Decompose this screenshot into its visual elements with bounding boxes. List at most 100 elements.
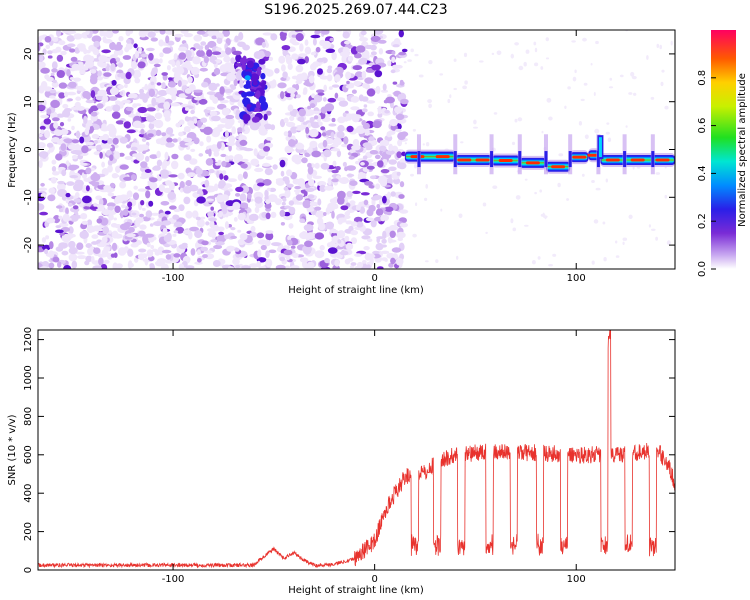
noise-blob [96,204,105,212]
signal-peak [551,165,566,169]
faint-blob [534,191,537,195]
noise-blob [46,217,56,224]
noise-blob [239,79,244,89]
noise-blob [60,143,67,152]
noise-blob [70,106,78,111]
noise-blob [256,232,265,239]
noise-blob [183,196,191,205]
noise-blob [201,68,207,72]
noise-blob [166,137,173,143]
noise-blob [90,111,98,117]
noise-blob [356,221,364,228]
noise-blob [273,198,283,204]
noise-blob [363,199,369,206]
noise-blob [394,106,403,114]
noise-blob [280,33,287,41]
noise-blob [308,178,315,187]
noise-blob [387,60,392,67]
noise-blob [238,32,244,41]
faint-blob [655,172,661,175]
noise-blob [165,254,172,260]
noise-blob [363,104,368,108]
noise-blob [93,40,100,48]
noise-blob [149,223,154,227]
faint-blob [482,202,487,207]
noise-blob [85,243,93,249]
noise-blob [177,80,182,87]
noise-blob [291,34,297,38]
noise-blob [132,120,142,129]
noise-blob [200,216,206,220]
noise-blob [339,250,349,256]
faint-blob [606,122,610,125]
noise-blob [75,105,86,111]
noise-blob [227,178,237,183]
noise-blob [366,100,376,104]
noise-blob [302,90,307,95]
noise-blob [86,224,94,234]
noise-blob [38,142,46,149]
noise-blob [395,128,402,133]
noise-blob [58,208,64,213]
noise-blob [38,104,46,111]
noise-blob [221,170,227,175]
noise-blob [360,162,365,166]
noise-blob [92,30,99,34]
noise-blob [57,180,65,185]
noise-blob [71,63,81,70]
noise-blob [48,187,56,194]
noise-blob [198,153,204,157]
noise-blob [216,194,225,203]
noise-blob [334,259,340,267]
noise-blob [212,96,219,104]
noise-blob [262,163,271,167]
noise-blob [111,173,119,179]
faint-blob [512,227,517,232]
noise-blob [151,67,157,75]
noise-blob [290,92,296,98]
signal-peak [457,158,472,162]
noise-blob [354,53,362,59]
noise-blob [118,36,124,42]
noise-blob [288,139,296,147]
noise-blob [198,98,208,105]
noise-blob [360,192,370,196]
noise-blob [106,149,112,156]
noise-blob [153,30,160,33]
noise-blob [130,243,139,248]
noise-blob [275,264,286,269]
noise-blob [111,133,117,138]
noise-blob [391,247,402,253]
noise-blob [254,206,260,214]
noise-blob [150,37,158,42]
noise-blob [306,232,316,240]
noise-blob [179,181,185,190]
noise-blob [317,68,323,75]
noise-blob [87,145,97,149]
noise-blob [199,190,204,198]
faint-blob [485,231,488,234]
noise-blob [99,30,105,37]
noise-blob [330,131,335,140]
noise-blob [53,121,59,129]
noise-blob [107,137,113,145]
noise-blob [133,185,138,190]
noise-blob [336,97,346,102]
noise-blob [257,182,265,187]
noise-blob [345,242,354,250]
noise-blob [58,40,66,46]
noise-blob [105,106,113,112]
noise-blob [44,130,51,139]
noise-blob [366,159,374,163]
faint-blob [428,103,432,109]
faint-blob [418,74,424,78]
noise-blob [399,222,408,228]
snr-x-tick-label: 100 [567,574,586,585]
noise-blob [97,89,108,97]
noise-blob [223,89,234,93]
noise-blob [392,172,398,176]
noise-blob [346,173,355,177]
noise-blob [112,262,118,269]
noise-blob [380,250,390,254]
